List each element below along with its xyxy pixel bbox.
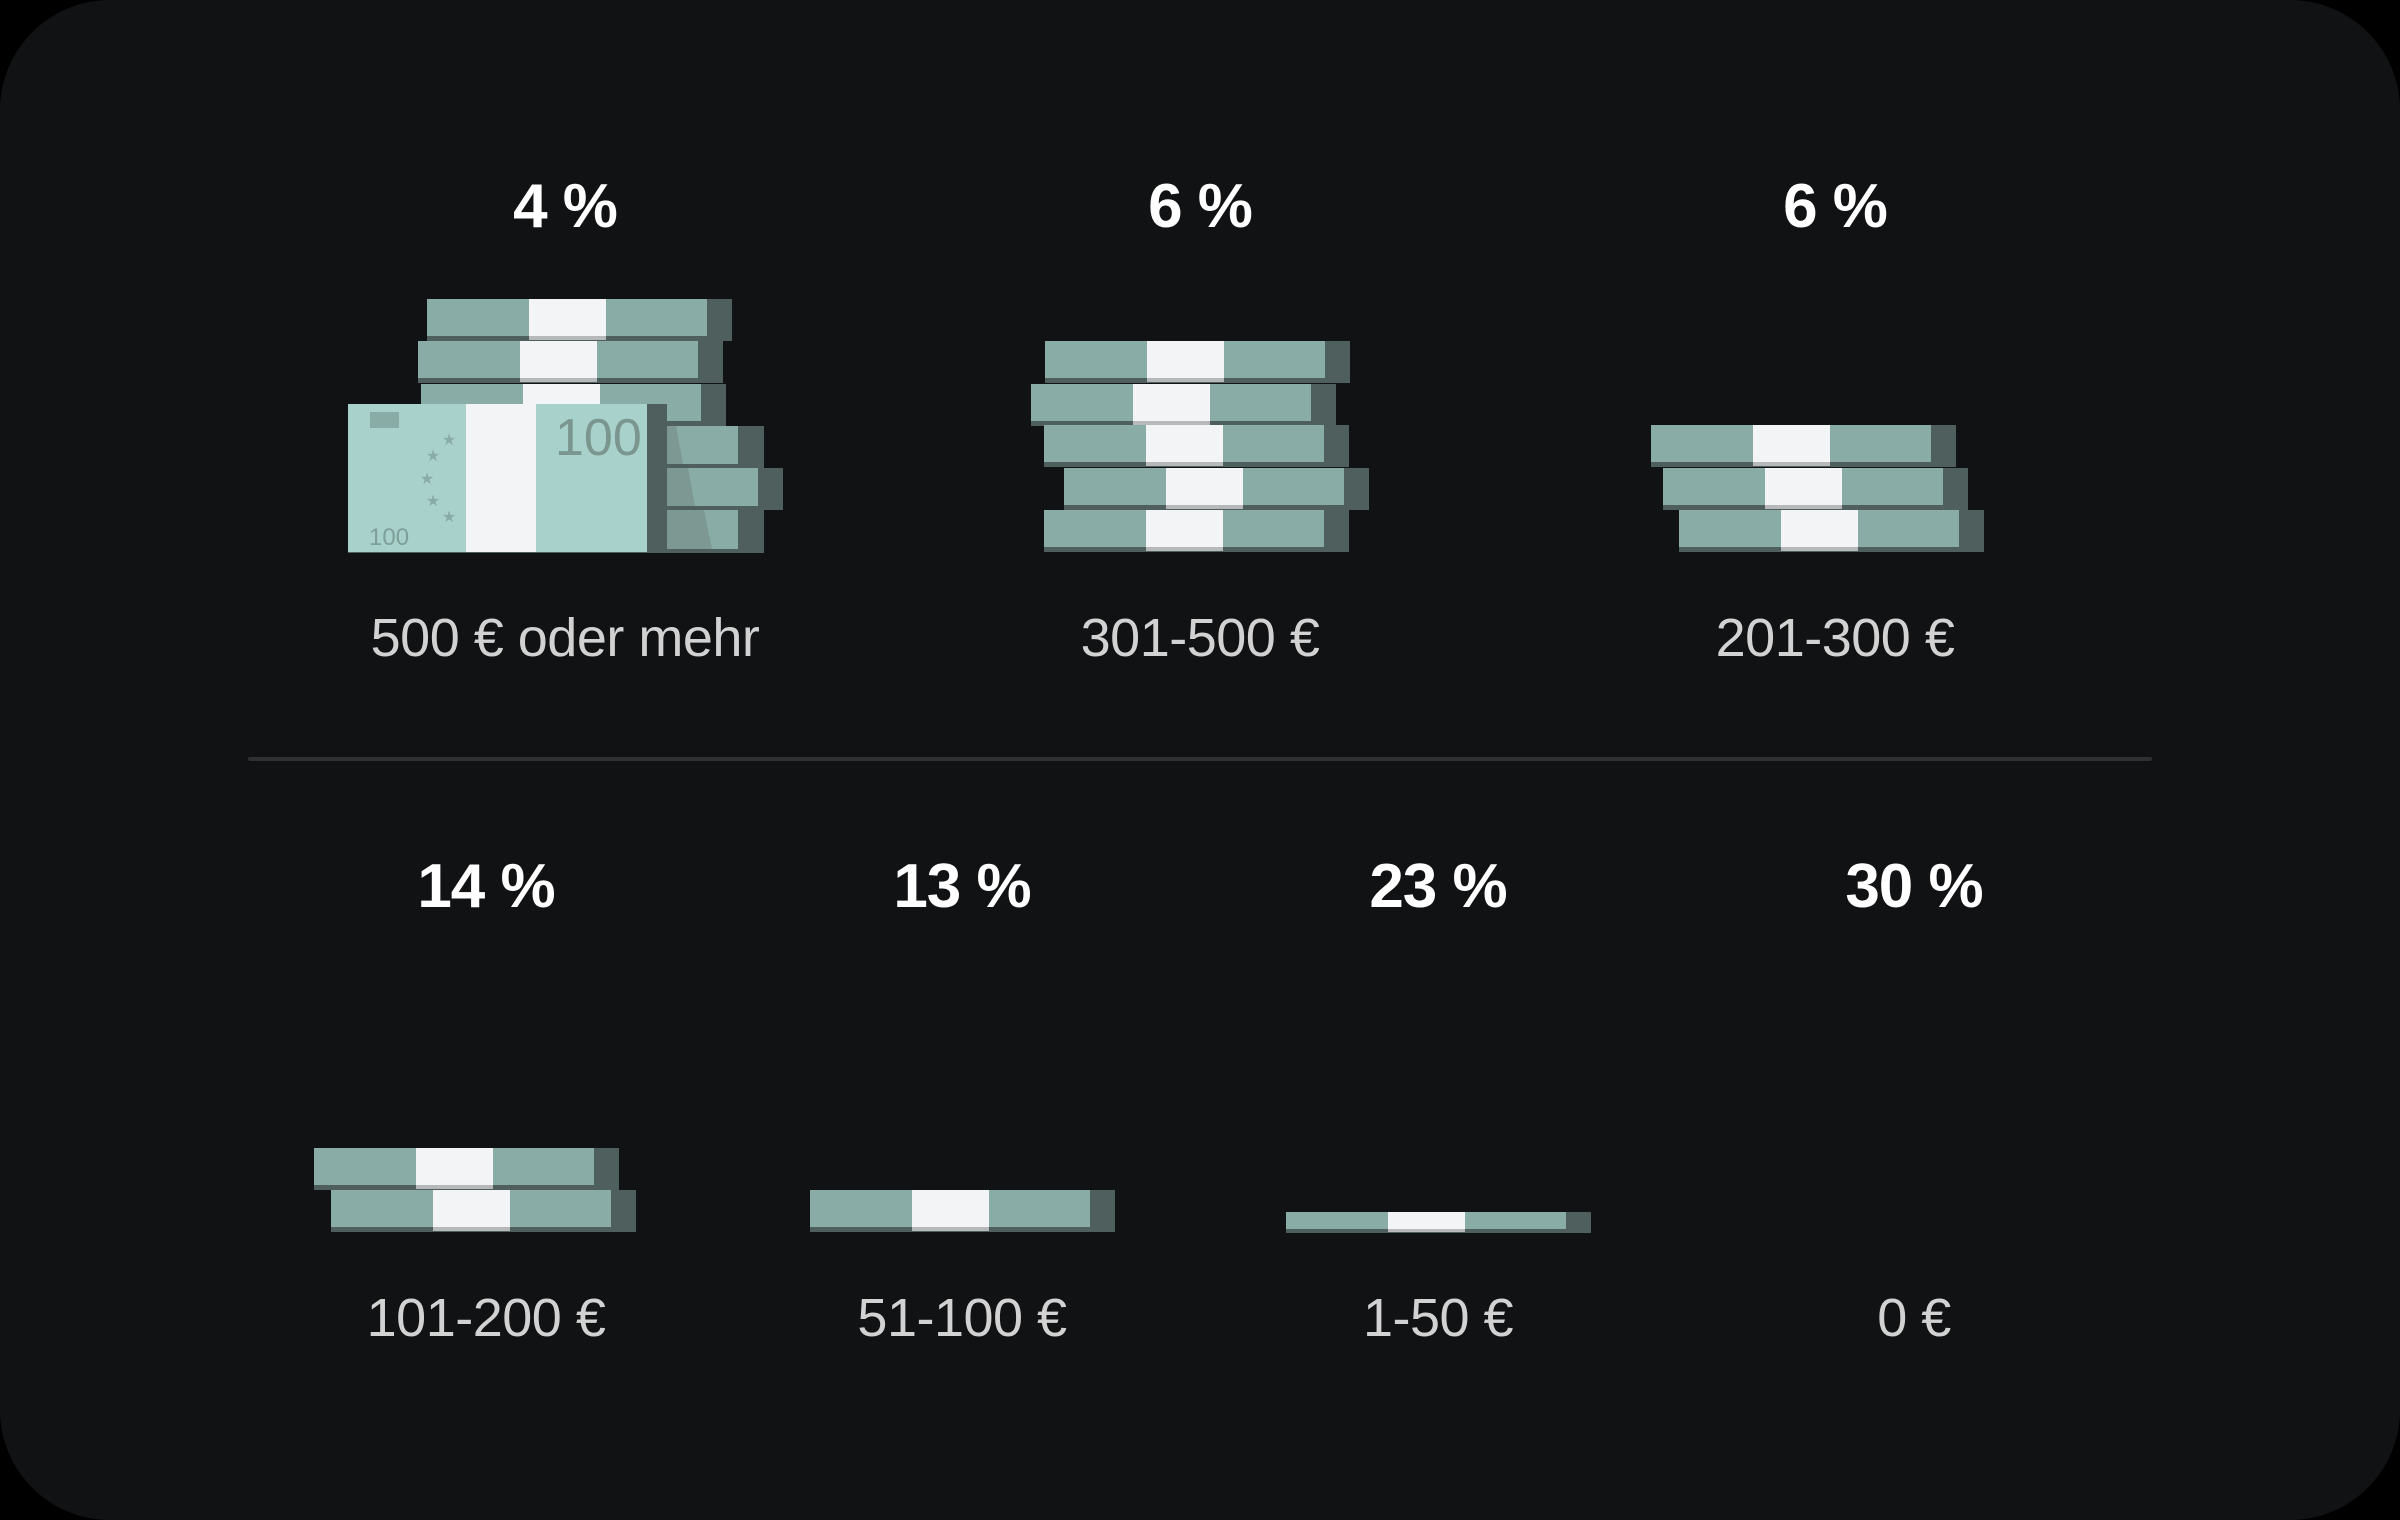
percent-51-100: 13 % [893,852,1031,921]
percent-201-300: 6 % [1783,172,1888,241]
svg-text:★: ★ [426,491,440,510]
svg-text:★: ★ [442,507,456,526]
svg-text:★: ★ [426,446,440,465]
label-51-100: 51-100 € [857,1288,1067,1348]
percent-301-500: 6 % [1148,172,1253,241]
label-201-300: 201-300 € [1715,608,1955,668]
svg-text:★: ★ [442,430,456,449]
label-500-plus: 500 € oder mehr [370,608,760,668]
svg-text:100: 100 [369,524,409,551]
percent-1-50: 23 % [1369,852,1507,921]
label-101-200: 101-200 € [366,1288,606,1348]
row-divider [248,757,2152,761]
percent-500-plus: 4 % [513,172,618,241]
percent-101-200: 14 % [417,852,555,921]
percent-0: 30 % [1845,852,1983,921]
label-0: 0 € [1877,1288,1951,1348]
label-1-50: 1-50 € [1362,1288,1514,1348]
svg-text:★: ★ [420,469,434,488]
svg-text:100: 100 [555,409,642,467]
banknote-100-icon: ★ ★ ★ ★ ★ 100 100 [348,404,667,553]
label-301-500: 301-500 € [1080,608,1320,668]
